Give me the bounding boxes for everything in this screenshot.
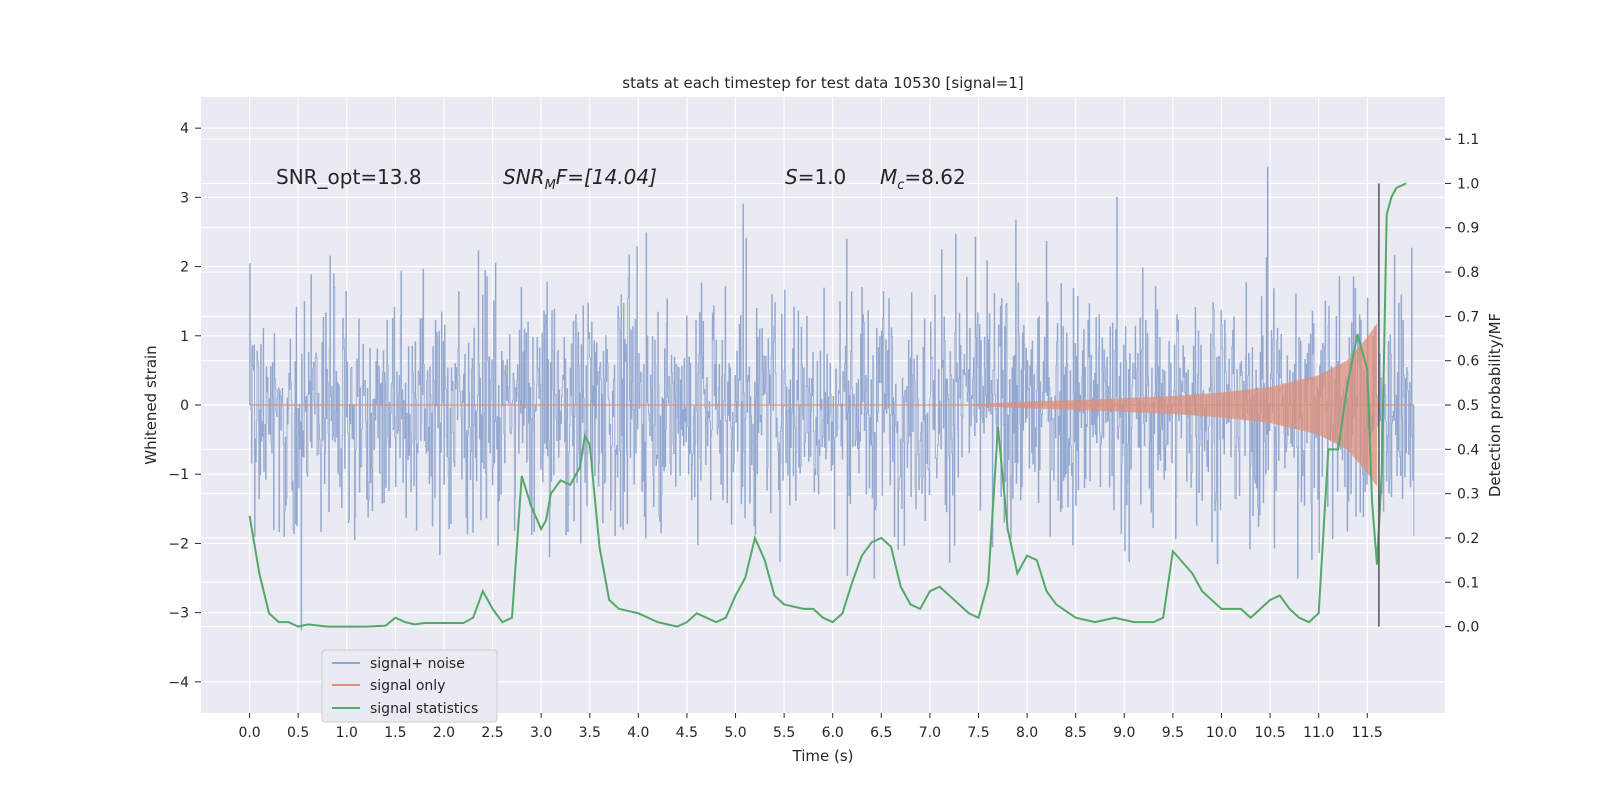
y-axis-label: Whitened strain (142, 345, 160, 464)
x-tick-label: 4.5 (676, 725, 698, 741)
y2-tick-label: 0.1 (1457, 575, 1479, 591)
x-tick-label: 10.0 (1206, 725, 1237, 741)
x-tick-label: 9.0 (1113, 725, 1135, 741)
y2-tick-label: 0.8 (1457, 265, 1479, 281)
x-tick-label: 6.5 (870, 725, 892, 741)
x-tick-label: 0.5 (287, 725, 309, 741)
y2-tick-label: 0.5 (1457, 398, 1479, 414)
y-tick-label: 2 (180, 260, 189, 276)
x-tick-label: 8.5 (1065, 725, 1087, 741)
x-tick-label: 3.0 (530, 725, 552, 741)
x-tick-label: 3.5 (579, 725, 601, 741)
signal-noise-line (249, 166, 1415, 631)
y2-tick-label: 0.7 (1457, 309, 1479, 325)
y-axis-ticks: −4 −3 −2 −1 0 1 2 3 4 (168, 121, 201, 691)
y2-axis-label: Detection probability/MF (1486, 313, 1504, 497)
x-tick-label: 10.5 (1254, 725, 1285, 741)
y-tick-label: 4 (180, 121, 189, 137)
annotation-mc-base: M (880, 165, 897, 189)
y-tick-label: −4 (168, 675, 189, 691)
signal-only-series (249, 323, 1414, 487)
x-axis-label: Time (s) (792, 747, 854, 765)
x-tick-label: 4.0 (627, 725, 649, 741)
y2-tick-label: 1.1 (1457, 132, 1479, 148)
y-tick-label: 3 (180, 190, 189, 206)
annotation-snr-mf-base: SNR (503, 165, 545, 189)
x-tick-label: 11.5 (1352, 725, 1383, 741)
y2-tick-label: 0.0 (1457, 620, 1479, 636)
y2-tick-label: 0.4 (1457, 442, 1479, 458)
annotation-mc-sub: c (897, 178, 904, 193)
y-tick-label: −3 (168, 606, 189, 622)
signal-statistics-line (248, 182, 1407, 628)
annotation-snr-mf-rest: F=[14.04] (556, 165, 657, 189)
y-tick-label: 1 (180, 329, 189, 345)
annotation-s-rest: =1.0 (798, 165, 847, 189)
annotations: SNR_opt=13.8 SNRMF=[14.04] S=1.0 Mc=8.62 (276, 165, 966, 193)
x-tick-label: 1.0 (336, 725, 358, 741)
x-tick-label: 9.5 (1162, 725, 1184, 741)
x-tick-label: 5.5 (773, 725, 795, 741)
annotation-snr-opt: SNR_opt=13.8 (276, 165, 422, 189)
x-axis-ticks: 0.0 0.5 1.0 1.5 2.0 2.5 3.0 3.5 4.0 4.5 5.0 5.5 6.0 6… (238, 713, 1383, 741)
x-tick-label: 7.5 (967, 725, 989, 741)
annotation-snr-mf-sub: M (545, 178, 556, 193)
y2-tick-label: 1.0 (1457, 176, 1479, 192)
y2-tick-label: 0.9 (1457, 221, 1479, 237)
legend-box (321, 649, 498, 723)
y2-tick-label: 0.3 (1457, 487, 1479, 503)
signal-noise-series (249, 166, 1415, 631)
signal-statistics-series (248, 182, 1407, 628)
annotation-s: S=1.0 (785, 165, 846, 189)
y2-axis-ticks: 0.0 0.1 0.2 0.3 0.4 0.5 0.6 0.7 0.8 0.9 1.0 1.1 (1445, 132, 1479, 636)
legend-label-signal-noise: signal+ noise (370, 656, 465, 672)
legend-label-signal-statistics: signal statistics (370, 701, 478, 717)
x-tick-label: 5.0 (724, 725, 746, 741)
x-tick-label: 8.0 (1016, 725, 1038, 741)
legend: signal+ noise signal only signal statist… (321, 649, 498, 723)
x-tick-label: 7.0 (919, 725, 941, 741)
annotation-mc-rest: =8.62 (904, 165, 965, 189)
x-tick-label: 2.0 (433, 725, 455, 741)
annotation-s-base: S (785, 165, 798, 189)
y-tick-label: 0 (180, 398, 189, 414)
y-tick-label: −1 (168, 467, 189, 483)
x-tick-label: 6.0 (822, 725, 844, 741)
y2-tick-label: 0.2 (1457, 531, 1479, 547)
x-tick-label: 0.0 (238, 725, 260, 741)
y-tick-label: −2 (168, 536, 189, 552)
x-tick-label: 2.5 (481, 725, 503, 741)
annotation-snr-mf: SNRMF=[14.04] (503, 165, 657, 193)
annotation-snr-opt-text: SNR_opt=13.8 (276, 165, 422, 189)
legend-label-signal-only: signal only (370, 678, 445, 694)
x-tick-label: 1.5 (384, 725, 406, 741)
x-tick-label: 11.0 (1303, 725, 1334, 741)
chart-title: stats at each timestep for test data 105… (622, 74, 1023, 92)
y2-tick-label: 0.6 (1457, 354, 1479, 370)
annotation-mc: Mc=8.62 (880, 165, 966, 193)
